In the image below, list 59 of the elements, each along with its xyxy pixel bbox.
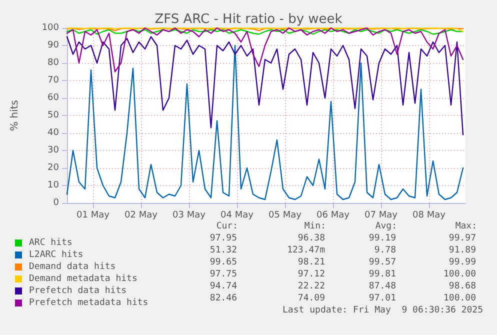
text: 22.22	[298, 282, 325, 292]
legend-label: Prefetch metadata hits	[29, 298, 148, 308]
text: 96.38	[298, 234, 325, 244]
text: 99.81	[368, 270, 396, 280]
text: 99.57	[368, 258, 396, 268]
x-tick-label: 05 May	[268, 210, 302, 220]
y-tick-label: 40	[48, 128, 60, 138]
text: Min:	[304, 222, 326, 232]
line-series	[66, 27, 464, 72]
text: 100.00	[443, 294, 476, 304]
y-tick-label: 10	[48, 180, 60, 190]
text: 99.97	[448, 234, 476, 244]
line-series	[66, 36, 464, 136]
text: 100.00	[443, 270, 476, 280]
y-tick-label: 90	[48, 40, 60, 50]
legend-label: ARC hits	[29, 238, 72, 248]
legend-label: Prefetch data hits	[29, 286, 127, 296]
x-tick-label: 03 May	[172, 210, 206, 220]
x-tick-label: 01 May	[76, 210, 110, 220]
text: 87.48	[368, 282, 396, 292]
x-tick-label: 04 May	[220, 210, 254, 220]
text: 99.99	[448, 258, 476, 268]
text: 9.78	[374, 246, 396, 256]
text: 82.46	[210, 294, 237, 304]
text: 99.19	[368, 234, 396, 244]
x-tick-label: 02 May	[124, 210, 158, 220]
text: 97.12	[298, 270, 325, 280]
legend-label: Demand metadata hits	[29, 274, 138, 284]
text: 98.21	[298, 258, 325, 268]
text: 97.75	[210, 270, 237, 280]
line-series	[66, 44, 464, 200]
x-tick-label: 07 May	[364, 210, 398, 220]
y-tick-label: 0	[53, 198, 60, 208]
y-tick-label: 20	[48, 163, 60, 173]
legend-label: Demand data hits	[29, 262, 116, 272]
text: 74.09	[298, 294, 325, 304]
text: 98.68	[448, 282, 476, 292]
text: 97.95	[210, 234, 237, 244]
text: 51.32	[210, 246, 237, 256]
y-tick-label: 60	[48, 93, 60, 103]
y-axis-title: % hits	[10, 100, 20, 131]
text: Max:	[455, 222, 477, 232]
text: 97.01	[368, 294, 396, 304]
text: Avg:	[375, 222, 397, 232]
text: 91.89	[448, 246, 476, 256]
chart-title: ZFS ARC - Hit ratio - by week	[154, 12, 343, 27]
text: 123.47m	[287, 246, 326, 256]
y-tick-label: 30	[48, 146, 60, 156]
text: Last update: Fri May 9 06:30:36 2025	[282, 306, 483, 316]
x-tick-label: 08 May	[412, 210, 446, 220]
legend-label: L2ARC hits	[29, 250, 84, 260]
text: Cur:	[216, 222, 238, 232]
y-tick-label: 50	[48, 110, 60, 120]
y-tick-label: 70	[48, 76, 60, 86]
y-tick-label: 100	[42, 23, 60, 33]
text: 94.74	[210, 282, 237, 292]
y-tick-label: 80	[48, 58, 60, 68]
x-tick-label: 06 May	[316, 210, 350, 220]
text: 99.65	[210, 258, 237, 268]
